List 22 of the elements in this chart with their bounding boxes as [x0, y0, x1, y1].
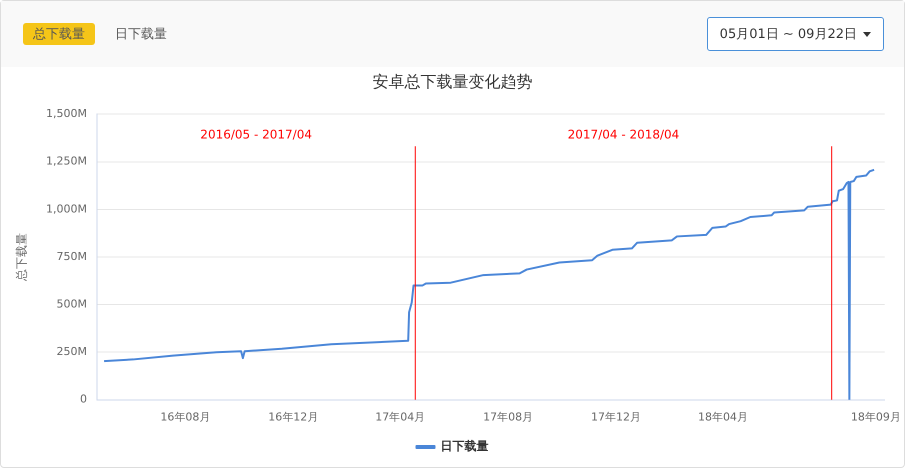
y-axis-title: 总下载量: [14, 233, 28, 282]
text: 05月01日 ~ 09月22日: [720, 26, 857, 43]
text: 日下载量: [115, 26, 167, 43]
x-tick-label: 16年12月: [268, 410, 318, 424]
y-tick-label: 1,250M: [46, 154, 87, 168]
x-tick-label: 17年04月: [375, 410, 426, 424]
y-tick-label: 750M: [56, 250, 87, 263]
chart-title: 安卓总下载量变化趋势: [372, 72, 532, 91]
x-tick-label: 17年08月: [483, 410, 534, 424]
y-tick-label: 0: [80, 392, 87, 406]
text: 总下载量: [23, 23, 95, 45]
annotation: 2016/05 - 2017/04: [200, 127, 312, 142]
y-tick-label: 1,000M: [46, 202, 87, 216]
x-tick-label: 17年12月: [590, 410, 641, 424]
y-tick-label: 250M: [56, 345, 87, 358]
legend-label: 日下载量: [440, 439, 488, 454]
annotation: 2017/04 - 2018/04: [568, 127, 680, 142]
x-tick-label: 18年04月: [698, 410, 748, 424]
x-tick-label: 16年08月: [160, 410, 210, 424]
x-tick-label: 18年09月: [850, 410, 901, 424]
y-tick-label: 500M: [56, 297, 87, 310]
y-tick-label: 1,500M: [46, 107, 87, 120]
